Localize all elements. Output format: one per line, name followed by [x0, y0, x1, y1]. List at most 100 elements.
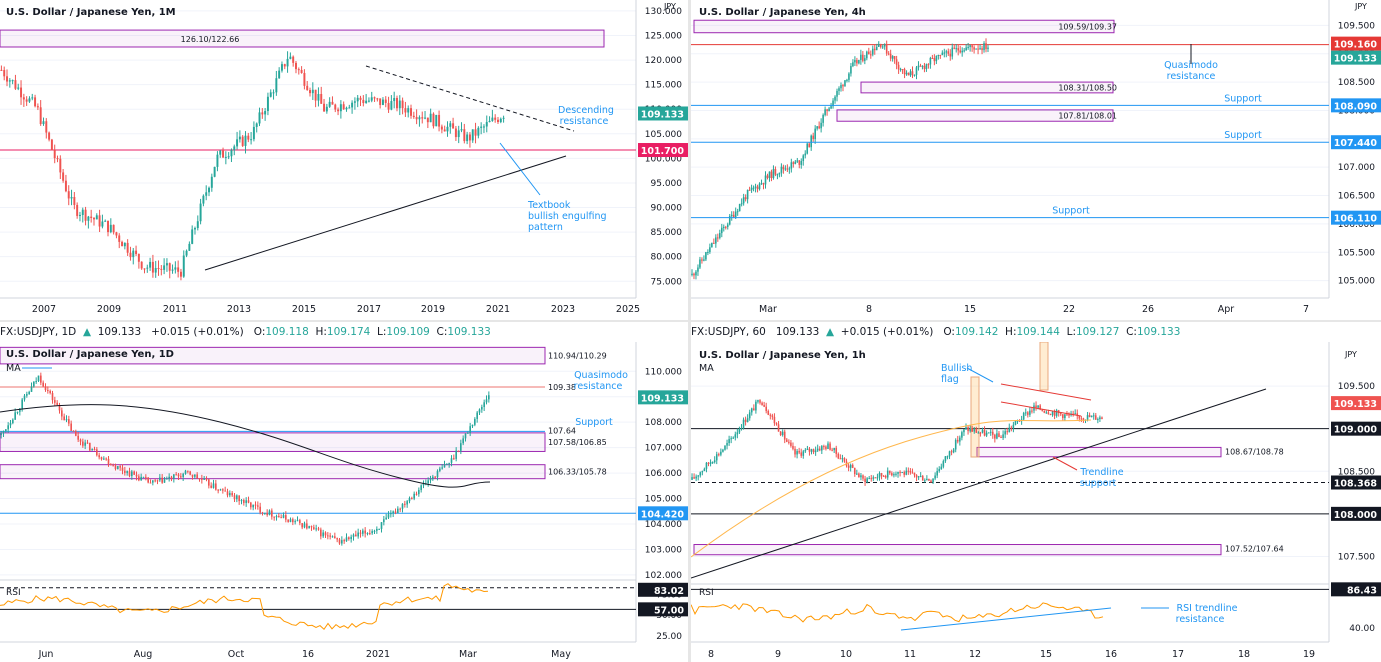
annotation-text: resistance [560, 116, 609, 127]
candle-body [868, 478, 870, 480]
chart-svg[interactable]: 109.500 108.500 107.500 108.67/108.78 107.52… [691, 342, 1381, 662]
candle-body [800, 452, 803, 456]
candle-body [313, 527, 315, 529]
candle-body [940, 466, 943, 470]
candle-body [177, 267, 180, 272]
h4-panel[interactable]: 109.500109.000108.500108.000107.500107.0… [691, 0, 1381, 320]
candle-body [373, 530, 376, 532]
candle-body [488, 120, 491, 123]
candle-body [422, 484, 425, 486]
candle-body [804, 153, 807, 156]
y-tick-label: 105.000 [1338, 277, 1375, 287]
candle-body [957, 48, 960, 51]
candle-body [208, 479, 210, 486]
candle-body [1000, 436, 1002, 438]
candle-body [1078, 415, 1081, 419]
candle-body [435, 114, 438, 127]
candle-body [699, 259, 701, 268]
candle-body [306, 523, 308, 529]
candle-body [703, 468, 706, 472]
candle-body [359, 97, 362, 100]
candle-body [949, 53, 952, 57]
candle-body [133, 471, 135, 475]
h1-panel[interactable]: 109.500 108.500 107.500 108.67/108.78 107.52… [691, 342, 1381, 662]
candle-body [1045, 412, 1048, 414]
candle-body [59, 158, 62, 173]
annotation-arrow [499, 142, 541, 196]
candle-body [104, 220, 107, 222]
candle-body [1012, 424, 1015, 429]
candle-body [860, 54, 862, 60]
y-tick-label: 100.000 [645, 154, 682, 164]
candle-body [1072, 413, 1074, 415]
candle-body [39, 107, 42, 125]
candle-body [491, 117, 494, 121]
candle-body [934, 475, 936, 479]
candle-body [217, 489, 219, 491]
candle-body [1008, 427, 1011, 433]
candle-body [278, 70, 281, 79]
candle-body [963, 50, 965, 52]
h1-symbol: FX:USDJPY, 60 [691, 326, 766, 338]
candle-body [315, 528, 317, 530]
x-tick-label: 2017 [357, 304, 381, 315]
candle-body [54, 400, 56, 403]
candle-body [736, 432, 739, 435]
y-tick-label: 106.500 [1338, 192, 1375, 202]
candle-body [448, 462, 450, 464]
candle-body [110, 464, 112, 466]
candle-body [339, 104, 342, 112]
candle-body [838, 88, 840, 91]
candle-body [247, 135, 250, 140]
candle-body [1051, 411, 1054, 415]
candle-body [95, 215, 98, 220]
daily-panel[interactable]: 110.000109.000108.000107.000106.000105.0… [0, 342, 688, 662]
candle-body [198, 478, 201, 480]
candle-body [736, 211, 739, 213]
candle-body [765, 406, 767, 411]
candle-body [852, 62, 854, 67]
candle-body [969, 428, 971, 432]
candle-body [769, 414, 772, 416]
y-tick-label: 120.000 [645, 56, 682, 66]
panel-title: U.S. Dollar / Japanese Yen, 1D [6, 349, 174, 360]
candle-body [173, 474, 175, 479]
y-tick-label: 105.000 [645, 130, 682, 140]
candle-body [90, 216, 93, 218]
monthly-panel[interactable]: 130.000125.000120.000115.000110.000105.0… [0, 0, 688, 320]
candle-body [399, 508, 401, 510]
candle-body [56, 402, 58, 405]
candle-body [1035, 405, 1037, 408]
candle-body [983, 429, 986, 436]
candle-body [781, 431, 784, 436]
chart-svg[interactable]: 130.000125.000120.000115.000110.000105.0… [0, 0, 688, 320]
price-badge [1331, 396, 1381, 411]
candle-body [478, 409, 481, 413]
candle-body [942, 461, 945, 467]
candle-body [446, 126, 449, 132]
candle-body [846, 79, 848, 81]
h1-low: 109.127 [1076, 326, 1120, 338]
candle-body [393, 97, 396, 102]
candle-body [238, 495, 240, 502]
chart-svg[interactable]: 110.000109.000108.000107.000106.000105.0… [0, 342, 688, 662]
candle-body [105, 458, 107, 460]
x-tick-label: 16 [1105, 649, 1117, 660]
candle-body [337, 109, 340, 112]
candle-body [1082, 418, 1085, 420]
candle-body [715, 237, 717, 244]
h1-price: 109.133 [775, 326, 820, 338]
chart-svg[interactable]: 109.500109.000108.500108.000107.500107.0… [691, 0, 1381, 320]
candle-body [212, 483, 215, 488]
candle-body [392, 511, 394, 514]
price-badge [1331, 475, 1381, 490]
candle-body [14, 80, 17, 89]
x-tick-label: 2013 [227, 304, 251, 315]
candle-body [236, 495, 238, 500]
zone-label: 126.10/122.66 [181, 35, 240, 44]
candle-body [810, 135, 812, 148]
candle-body [1041, 409, 1044, 411]
candle-body [25, 99, 28, 102]
candle-body [720, 227, 723, 234]
candle-body [880, 473, 883, 476]
